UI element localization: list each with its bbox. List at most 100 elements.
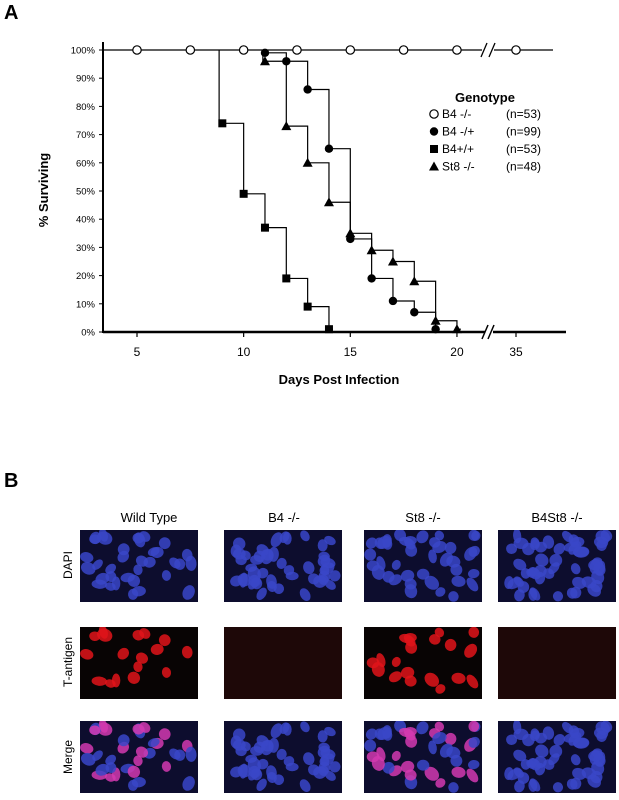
micrograph-dapi-1 [80, 530, 198, 602]
panel-label-a: A [4, 2, 19, 24]
legend-marker [430, 145, 438, 153]
nucleus [451, 672, 466, 684]
nucleus [105, 754, 117, 766]
nucleus [303, 561, 315, 575]
nucleus [570, 563, 581, 575]
nucleus [553, 543, 565, 555]
marker-b4 [324, 325, 333, 334]
x-tick-label: 10 [237, 345, 251, 359]
nucleus [270, 723, 283, 739]
nucleus [80, 561, 96, 575]
marker-st8 [451, 324, 462, 334]
nucleus [416, 721, 429, 735]
marker-st8 [259, 56, 270, 66]
nucleus [572, 576, 587, 589]
y-tick-label: 50% [76, 187, 96, 198]
nucleus [131, 777, 146, 788]
nucleus [182, 776, 195, 791]
nucleus [303, 752, 315, 766]
column-header-b4: B4 -/- [268, 510, 300, 525]
nucleus [237, 764, 251, 778]
nucleus [285, 762, 299, 772]
nucleus [566, 778, 578, 790]
nucleus [181, 645, 193, 659]
nucleus [98, 721, 108, 733]
marker-b4 [282, 274, 291, 283]
marker-st8 [323, 197, 334, 207]
nucleus [276, 557, 287, 569]
nucleus [282, 722, 292, 736]
nucleus [595, 751, 606, 767]
nucleus [506, 734, 518, 746]
nucleus [428, 549, 437, 564]
nucleus [439, 552, 453, 567]
nucleus [388, 671, 402, 683]
nucleus [377, 726, 392, 740]
nucleus [158, 537, 171, 550]
nucleus [534, 762, 546, 776]
nucleus [595, 560, 606, 576]
nucleus [230, 735, 242, 749]
micrograph-background [498, 627, 616, 699]
nucleus [522, 733, 535, 747]
nucleus [448, 782, 459, 793]
marker-b4 [367, 274, 376, 283]
marker-b4 [345, 45, 356, 55]
nucleus [161, 570, 172, 581]
nucleus [127, 765, 141, 778]
nucleus [240, 741, 251, 752]
marker-b4 [292, 45, 302, 55]
nucleus [553, 734, 565, 746]
y-tick-label: 90% [76, 74, 96, 85]
x-axis-break-mark [481, 324, 489, 340]
nucleus [451, 575, 466, 587]
legend-label: B4 -/- [442, 107, 471, 121]
nucleus [600, 721, 613, 733]
x-axis-label: Days Post Infection [279, 372, 400, 387]
nucleus [371, 755, 385, 771]
nucleus [161, 667, 172, 678]
nucleus [371, 564, 385, 580]
nucleus [135, 652, 149, 664]
nucleus [248, 577, 260, 590]
marker-b4 [303, 302, 312, 311]
nucleus [444, 541, 457, 554]
y-tick-label: 40% [76, 215, 96, 226]
nucleus [318, 551, 330, 561]
nucleus [80, 752, 96, 766]
x-tick-label: 35 [509, 345, 523, 359]
nucleus [185, 746, 197, 762]
nucleus [549, 745, 563, 758]
nucleus [80, 743, 94, 754]
nucleus [104, 679, 116, 688]
nucleus [424, 575, 440, 590]
nucleus [568, 541, 582, 555]
nucleus [513, 558, 527, 571]
nucleus [104, 582, 116, 591]
nucleus [365, 537, 378, 549]
nucleus [464, 643, 478, 658]
legend-label: B4 -/+ [442, 125, 474, 139]
nucleus [534, 571, 546, 585]
legend-n: (n=99) [506, 125, 541, 139]
nucleus [535, 744, 549, 758]
marker-b4 [324, 144, 334, 153]
marker-st8 [409, 276, 420, 286]
marker-b4 [260, 48, 270, 58]
nucleus [466, 768, 479, 783]
nucleus [169, 748, 181, 760]
nucleus [448, 591, 459, 602]
curve-b4 [218, 50, 333, 330]
nucleus [513, 576, 524, 587]
nucleus [285, 571, 299, 581]
nucleus [439, 743, 453, 758]
nucleus [324, 535, 336, 546]
nucleus [444, 638, 457, 651]
nucleus [89, 631, 101, 642]
y-tick-label: 20% [76, 271, 96, 282]
curve-st8 [262, 50, 461, 330]
marker-b4 [132, 45, 142, 55]
nucleus [132, 723, 145, 735]
nucleus [257, 758, 269, 770]
micrograph-dapi-3 [364, 530, 482, 602]
